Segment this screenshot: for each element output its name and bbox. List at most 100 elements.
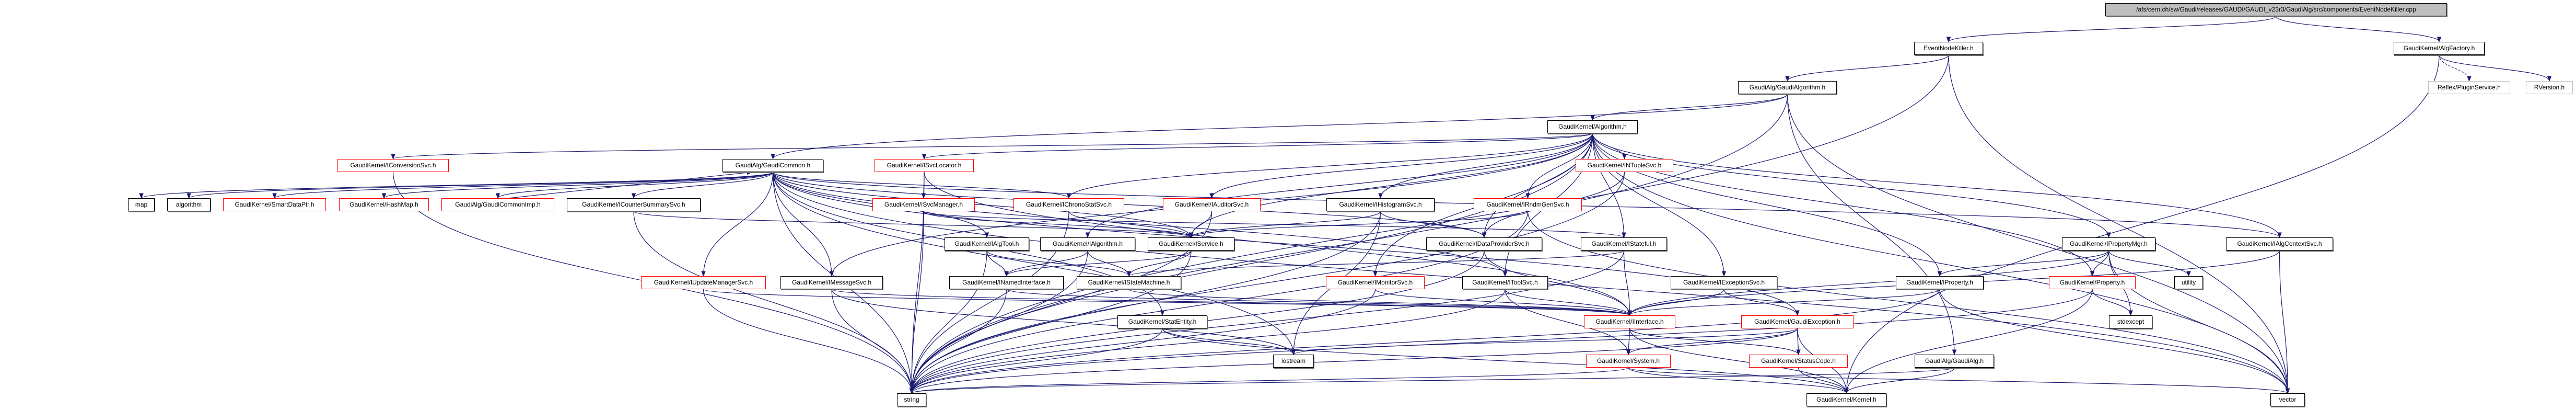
edge-iinterface-to-kernel — [1629, 328, 1849, 394]
edge-iexcept-to-iinterface — [1627, 289, 1724, 316]
node-enk[interactable]: EventNodeKiller.h — [1914, 42, 1983, 55]
node-idataprov[interactable]: GaudiKernel/IDataProviderSvc.h — [1426, 237, 1542, 250]
node-iproperty[interactable]: GaudiKernel/IProperty.h — [1896, 276, 1984, 289]
node-property[interactable]: GaudiKernel/Property.h — [2049, 276, 2136, 289]
edge-icounter-to-string — [633, 211, 914, 394]
node-statuscode[interactable]: GaudiKernel/StatusCode.h — [1749, 355, 1848, 368]
node-ialgctx[interactable]: GaudiKernel/IAlgContextSvc.h — [2226, 237, 2333, 250]
edge-idataprov-to-iinterface — [1484, 250, 1632, 316]
node-map[interactable]: map — [128, 198, 155, 211]
node-algfac[interactable]: GaudiKernel/AlgFactory.h — [2394, 42, 2485, 55]
edge-algfac-to-rversion — [2439, 54, 2552, 82]
edge-gexception-to-iostream — [1291, 328, 1798, 356]
edge-isvcmgr-to-string — [909, 211, 924, 394]
node-smartdata[interactable]: GaudiKernel/SmartDataPtr.h — [223, 198, 326, 211]
node-irndm[interactable]: GaudiKernel/IRndmGenSvc.h — [1474, 198, 1582, 211]
node-imonitor[interactable]: GaudiKernel/IMonitorSvc.h — [1326, 276, 1425, 289]
node-gaudialg[interactable]: GaudiAlg/GaudiAlg.h — [1915, 355, 1994, 368]
node-utility[interactable]: utility — [2174, 276, 2203, 289]
edge-algorithm-to-ialgorithm — [1085, 133, 1593, 238]
edge-imonitor-to-iinterface — [1374, 289, 1632, 316]
edge-istatemach-to-iinterface — [1128, 289, 1632, 316]
node-plugin[interactable]: Reflex/PluginService.h — [2428, 81, 2510, 94]
node-system[interactable]: GaudiKernel/System.h — [1586, 355, 1671, 368]
edge-property-to-kernel — [1844, 289, 2093, 394]
node-gexception[interactable]: GaudiKernel/GaudiException.h — [1741, 315, 1854, 328]
node-iostream[interactable]: iostream — [1273, 355, 1314, 368]
node-gcimp[interactable]: GaudiAlg/GaudiCommonImp.h — [441, 198, 554, 211]
edge-algfac-to-plugin — [2439, 54, 2472, 82]
node-iauditor[interactable]: GaudiKernel/IAuditorSvc.h — [1163, 198, 1261, 211]
edge-algorithm-to-ipropmgr — [1592, 133, 2111, 238]
node-ipropmgr[interactable]: GaudiKernel/IPropertyMgr.h — [2062, 237, 2155, 250]
node-imsg[interactable]: GaudiKernel/IMessageSvc.h — [780, 276, 883, 289]
edge-itoolsvc-to-string — [909, 289, 1506, 394]
edge-itoolsvc-to-system — [1505, 289, 1631, 356]
edge-ialgorithm-to-istatemach — [1087, 250, 1132, 277]
node-gaudicommon[interactable]: GaudiAlg/GaudiCommon.h — [722, 159, 823, 172]
node-kernel[interactable]: GaudiKernel/Kernel.h — [1806, 393, 1886, 406]
edge-enk-to-vector — [1948, 54, 2290, 394]
edge-ialgtool-to-inamed — [986, 250, 1009, 277]
node-iconv[interactable]: GaudiKernel/IConversionSvc.h — [337, 159, 449, 172]
edge-gaudicommon-to-icounter — [631, 172, 774, 199]
edge-gaudialgorithm-to-vector — [1787, 94, 2290, 394]
edge-imonitor-to-string — [909, 289, 1376, 394]
node-iinterface[interactable]: GaudiKernel/IInterface.h — [1584, 315, 1675, 328]
node-ihisto[interactable]: GaudiKernel/IHistogramSvc.h — [1326, 198, 1435, 211]
edge-iupdmgr-to-iinterface — [703, 289, 1632, 316]
node-algorithm[interactable]: GaudiKernel/Algorithm.h — [1547, 120, 1638, 133]
edge-isvcmgr-to-iservice — [923, 211, 1194, 238]
edge-statentity-to-kernel — [1162, 328, 1849, 394]
node-icounter[interactable]: GaudiKernel/ICounterSummarySvc.h — [567, 198, 701, 211]
node-statentity[interactable]: GaudiKernel/StatEntity.h — [1117, 315, 1207, 328]
node-ialgtool[interactable]: GaudiKernel/IAlgTool.h — [945, 237, 1029, 250]
node-algostd[interactable]: algorithm — [167, 198, 211, 211]
node-stdexcept[interactable]: stdexcept — [2109, 315, 2152, 328]
edge-iproperty-to-iinterface — [1627, 289, 1940, 316]
node-istatemach[interactable]: GaudiKernel/IStateMachine.h — [1077, 276, 1181, 289]
edge-gaudicommon-to-algostd — [187, 172, 774, 199]
node-intuple[interactable]: GaudiKernel/INTupleSvc.h — [1576, 159, 1673, 172]
edge-root-to-enk — [1946, 16, 2277, 43]
node-iupdmgr[interactable]: GaudiKernel/IUpdateManagerSvc.h — [641, 276, 766, 289]
edge-irndm-to-vector — [1527, 211, 2290, 394]
edge-algorithm-to-isvcloc — [922, 133, 1593, 160]
node-hashmap[interactable]: GaudiKernel/HashMap.h — [339, 198, 429, 211]
edge-gaudicommon-to-hashmap — [381, 172, 774, 199]
edge-irndm-to-iservice — [1188, 211, 1529, 238]
node-iservice[interactable]: GaudiKernel/IService.h — [1148, 237, 1234, 250]
edge-algorithm-to-string — [909, 133, 1593, 394]
edge-iservice-to-istatemach — [1126, 250, 1192, 277]
edge-gcimp-to-gaudicommon — [508, 170, 753, 199]
edge-ialgtool-to-string — [909, 250, 987, 394]
edge-istateful-to-string — [909, 250, 1625, 394]
edge-isvcmgr-to-istateful — [923, 211, 1626, 238]
node-ialgorithm[interactable]: GaudiKernel/IAlgorithm.h — [1040, 237, 1135, 250]
edge-gaudicommon-to-idataprov — [772, 172, 1487, 238]
node-isvcmgr[interactable]: GaudiKernel/ISvcManager.h — [872, 198, 975, 211]
node-root[interactable]: /afs/cern.ch/sw/Gaudi/releases/GAUDI/GAU… — [2105, 3, 2447, 16]
node-iexcept[interactable]: GaudiKernel/IExceptionSvc.h — [1671, 276, 1777, 289]
node-isvcloc[interactable]: GaudiKernel/ISvcLocator.h — [875, 159, 974, 172]
edge-gaudicommon-to-smartdata — [272, 172, 774, 199]
node-inamed[interactable]: GaudiKernel/INamedInterface.h — [949, 276, 1064, 289]
edge-gaudicommon-to-ichrono — [772, 172, 1071, 199]
node-itoolsvc[interactable]: GaudiKernel/IToolSvc.h — [1462, 276, 1548, 289]
edge-gaudialg-to-kernel — [1844, 367, 1955, 394]
node-ichrono[interactable]: GaudiKernel/IChronoStatSvc.h — [1013, 198, 1124, 211]
edge-gaudicommon-to-iostream — [772, 172, 1296, 356]
edge-gexception-to-string — [909, 328, 1798, 394]
edge-gaudialgorithm-to-gaudicommon — [771, 94, 1788, 160]
edge-statentity-to-iostream — [1162, 328, 1296, 356]
edge-algorithm-to-iservice — [1188, 133, 1593, 238]
node-istateful[interactable]: GaudiKernel/IStateful.h — [1581, 237, 1667, 250]
node-gaudialgorithm[interactable]: GaudiAlg/GaudiAlgorithm.h — [1738, 81, 1837, 94]
node-string[interactable]: string — [897, 393, 926, 406]
edge-iservice-to-inamed — [1004, 250, 1192, 277]
node-vector[interactable]: vector — [2270, 393, 2305, 406]
edge-gaudialg-to-string — [910, 367, 1955, 394]
node-rversion[interactable]: RVersion.h — [2526, 81, 2573, 94]
edge-algorithm-to-iauditor — [1209, 133, 1593, 199]
